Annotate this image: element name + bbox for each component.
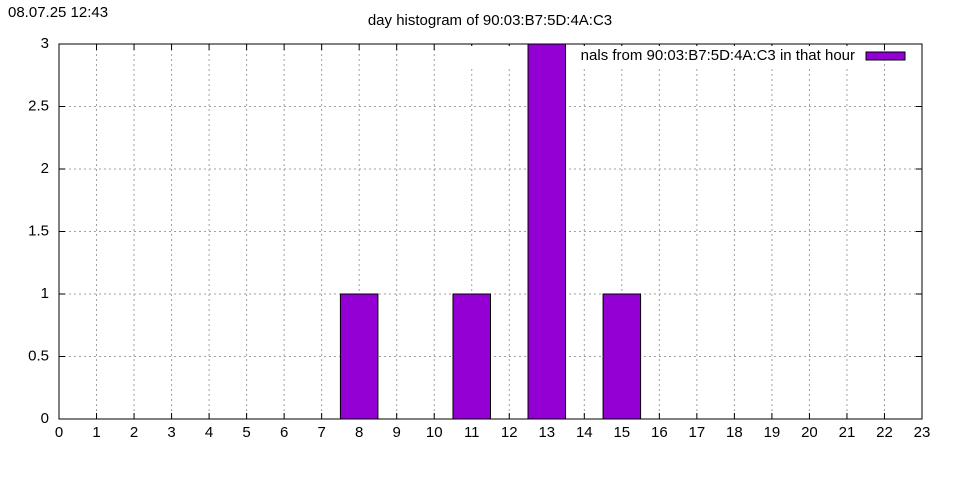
x-tick-label: 16: [651, 424, 668, 441]
y-tick-label: 1: [41, 285, 49, 302]
bar: [452, 293, 492, 420]
legend-label: nals from 90:03:B7:5D:4A:C3 in that hour: [581, 47, 855, 64]
y-tick-label: 0: [41, 410, 49, 427]
x-tick-label: 15: [613, 424, 630, 441]
x-tick-label: 2: [130, 424, 138, 441]
y-tick-label: 2: [41, 160, 49, 177]
y-tick-label: 1.5: [28, 222, 49, 239]
x-tick-label: 8: [355, 424, 363, 441]
legend-swatch: [865, 51, 906, 61]
timestamp: 08.07.25 12:43: [8, 4, 108, 21]
bar: [602, 293, 642, 420]
x-tick-label: 1: [92, 424, 100, 441]
x-tick-label: 10: [426, 424, 443, 441]
y-tick-label: 3: [41, 35, 49, 52]
x-tick-label: 12: [501, 424, 518, 441]
x-tick-label: 3: [167, 424, 175, 441]
bar: [527, 43, 567, 420]
x-tick-label: 13: [538, 424, 555, 441]
x-tick-label: 18: [726, 424, 743, 441]
x-tick-label: 22: [876, 424, 893, 441]
x-tick-label: 5: [242, 424, 250, 441]
x-tick-label: 19: [764, 424, 781, 441]
x-tick-label: 6: [280, 424, 288, 441]
chart-title: day histogram of 90:03:B7:5D:4A:C3: [368, 12, 612, 29]
x-tick-label: 7: [317, 424, 325, 441]
x-tick-label: 17: [689, 424, 706, 441]
x-tick-label: 4: [205, 424, 213, 441]
legend-background: [470, 46, 862, 66]
x-tick-label: 11: [464, 424, 480, 441]
x-tick-label: 9: [393, 424, 401, 441]
y-tick-label: 2.5: [28, 97, 49, 114]
x-tick-label: 21: [839, 424, 856, 441]
y-tick-label: 0.5: [28, 347, 49, 364]
x-tick-label: 20: [801, 424, 818, 441]
plot-border: [58, 43, 923, 420]
bar: [339, 293, 379, 420]
x-tick-label: 14: [576, 424, 593, 441]
x-tick-label: 23: [914, 424, 931, 441]
x-tick-label: 0: [55, 424, 63, 441]
